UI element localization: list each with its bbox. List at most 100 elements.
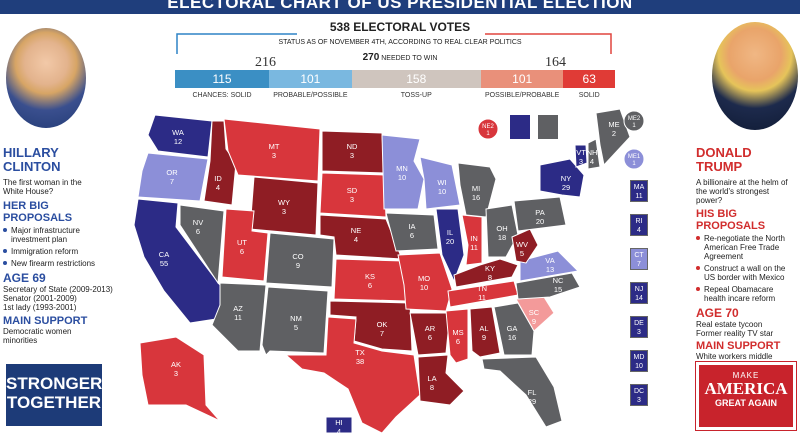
state-label: NV 6: [193, 218, 203, 236]
state-ny: [539, 158, 585, 198]
stronger-together-sign: STRONGER TOGETHER: [4, 362, 104, 428]
clinton-support-title: MAIN SUPPORT: [3, 315, 88, 327]
state-il: [435, 208, 465, 283]
state-co: [265, 232, 335, 288]
state-ms: [445, 308, 469, 364]
state-box-dc: DC 3: [630, 384, 648, 406]
state-label: SD 3: [347, 186, 358, 204]
state-nv: [179, 204, 225, 285]
state-box-votes: 10: [635, 363, 643, 370]
state-ne: [319, 214, 403, 260]
state-label: IA 6: [408, 222, 415, 240]
state-oh: [485, 204, 519, 258]
clinton-support: Democratic women minorities: [3, 327, 72, 345]
bar-category-label: SOLID: [578, 92, 600, 99]
trump-proposal: Construct a wall on the US border with M…: [696, 264, 796, 282]
state-label: IL 20: [446, 228, 454, 246]
clinton-age: AGE 69: [3, 271, 46, 285]
sign-line: GREAT AGAIN: [715, 398, 777, 408]
state-label: KY 8: [485, 264, 495, 282]
state-label: AK 3: [171, 360, 181, 378]
bar-segment: 115: [175, 70, 270, 88]
state-box-abbr: NJ: [634, 286, 644, 293]
clinton-photo: [6, 28, 86, 128]
state-label: MI 16: [472, 184, 480, 202]
callout-box-nh: [538, 115, 558, 139]
state-label: PA 20: [535, 208, 544, 226]
state-ok: [329, 300, 413, 352]
state-label: VT 3: [576, 148, 586, 166]
state-box-de: DE 3: [630, 316, 648, 338]
make-america-great-again-sign: MAKE AMERICA GREAT AGAIN: [696, 362, 796, 430]
state-label: MS 6: [452, 328, 463, 346]
state-box-abbr: MD: [633, 354, 645, 361]
clinton-name: HILLARY CLINTON: [3, 145, 61, 174]
bar-segment: 101: [269, 70, 352, 88]
state-ia: [385, 212, 439, 252]
us-electoral-map: WA 12 OR 7 CA 55 NV 6 ID 4 MT 3 WY 3 UT 6 AZ 11 CO 9 NM 5 ND 3 S…: [133, 108, 645, 433]
state-ut: [221, 208, 269, 282]
state-box-votes: 4: [637, 227, 641, 234]
state-label: HI 4: [335, 418, 343, 433]
state-wa: [147, 114, 213, 158]
clinton-proposal: Immigration reform: [3, 247, 98, 256]
state-box-abbr: RI: [635, 218, 643, 225]
clinton-bio-3: 1st lady (1993-2001): [3, 303, 77, 312]
state-hi: [325, 416, 353, 433]
trump-age: AGE 70: [696, 306, 739, 320]
state-box-votes: 3: [637, 397, 641, 404]
state-pa: [513, 196, 567, 232]
state-nc: [515, 272, 581, 300]
state-sd: [319, 172, 387, 218]
state-va: [519, 250, 580, 282]
total-votes-label: 538 ELECTORAL VOTES: [329, 20, 471, 34]
state-label: WY 3: [278, 198, 290, 216]
state-label: WV 5: [516, 240, 528, 258]
trump-photo: [712, 22, 798, 130]
trump-support-title: MAIN SUPPORT: [696, 340, 781, 352]
rep-total: 164: [545, 55, 566, 70]
title-banner: ELECTORAL CHART OF US PRESIDENTIAL ELECT…: [0, 0, 800, 14]
sign-line: STRONGER: [6, 374, 103, 393]
clinton-bio-2: Senator (2001-2009): [3, 294, 77, 303]
state-ca: [133, 198, 227, 324]
state-me: [595, 108, 631, 167]
state-label: IN 11: [470, 234, 478, 252]
state-label: OR 7: [166, 168, 178, 186]
chart-title: ELECTORAL CHART OF US PRESIDENTIAL ELECT…: [167, 0, 633, 12]
state-label: MN 10: [396, 164, 408, 182]
district-label: ME1 1: [628, 154, 641, 167]
state-ak: [139, 336, 221, 422]
trump-proposals: Re-negotiate the North American Free Tra…: [696, 234, 796, 303]
state-label: KS 6: [365, 272, 375, 290]
state-ar: [409, 312, 451, 356]
state-label: NE 4: [351, 226, 361, 244]
state-label: OK 7: [377, 320, 388, 338]
state-label: GA 16: [507, 324, 518, 342]
state-label: SC 9: [529, 308, 540, 326]
needed-to-win: 270 NEEDED TO WIN: [350, 52, 450, 63]
state-label: CA 55: [159, 250, 169, 268]
trump-bio-2: Former reality TV star: [696, 329, 774, 338]
state-box-ct: CT 7: [630, 248, 648, 270]
state-label: AL 9: [479, 324, 488, 342]
state-label: VA 13: [545, 256, 554, 274]
bar-category-label: CHANCES: SOLID: [192, 92, 252, 99]
state-box-md: MD 10: [630, 350, 648, 372]
state-box-votes: 11: [635, 193, 643, 200]
clinton-tagline: The first woman in the White House?: [3, 178, 82, 196]
bar-category-label: PROBABLE/POSSIBLE: [273, 92, 348, 99]
state-label: CO 9: [292, 252, 303, 270]
state-label: NC 15: [553, 276, 564, 294]
state-label: NY 29: [561, 174, 571, 192]
bar-segment: 158: [351, 70, 481, 88]
sign-line: TOGETHER: [6, 393, 102, 412]
district-marker-me1: [623, 148, 645, 170]
state-label: TX 38: [355, 348, 365, 366]
state-al: [469, 306, 501, 358]
state-in: [461, 214, 483, 266]
state-mt: [223, 118, 321, 182]
callout-box-vt: [510, 115, 530, 139]
state-ga: [493, 302, 535, 356]
district-marker-ne2: [477, 118, 499, 140]
